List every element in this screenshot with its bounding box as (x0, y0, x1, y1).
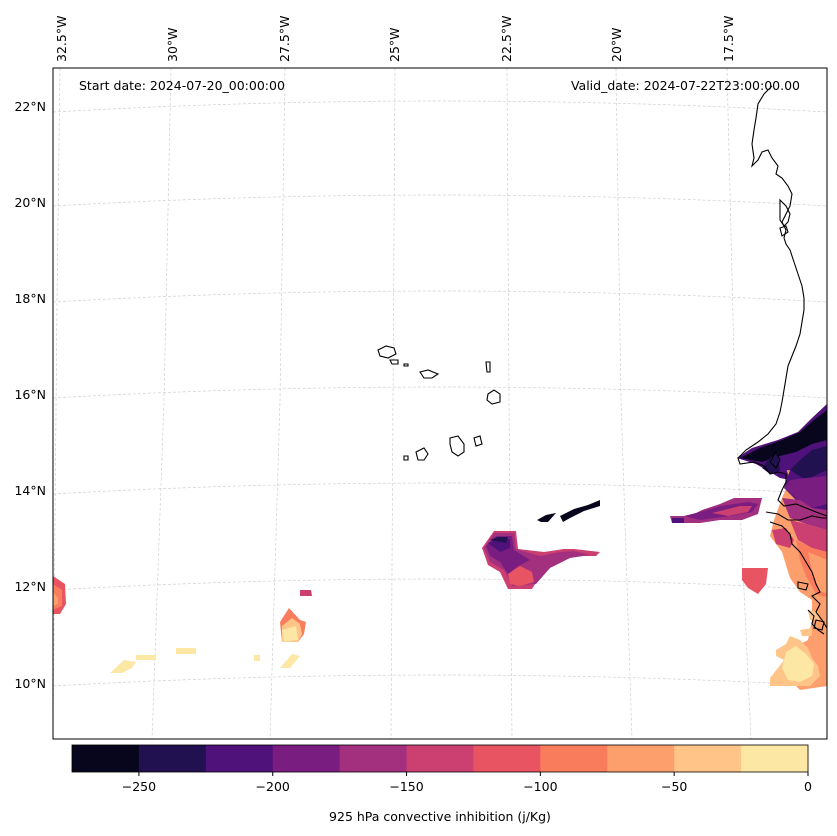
lat-label: 20°N (14, 195, 46, 210)
colorbar-ticks: −250 −200 −150 −100 −50 0 (122, 772, 812, 794)
colorbar-tick-label: −250 (122, 779, 156, 794)
colorbar-swatch (473, 745, 541, 772)
lon-label: 22.5°W (499, 16, 514, 62)
cin-field-30w (110, 648, 260, 673)
colorbar-swatches (72, 745, 809, 772)
colorbar-tick-label: −50 (661, 779, 687, 794)
lat-label: 14°N (14, 483, 46, 498)
colorbar-swatch (205, 745, 274, 772)
cin-field-senegal (737, 404, 827, 690)
colorbar-swatch (674, 745, 742, 772)
lat-label: 12°N (14, 579, 46, 594)
lon-label: 25°W (387, 27, 402, 62)
lon-label: 27.5°W (277, 16, 292, 62)
lat-label: 16°N (14, 387, 46, 402)
lon-label: 20°W (609, 27, 624, 62)
colorbar-tick-label: −200 (256, 779, 290, 794)
colorbar-swatch (339, 745, 408, 772)
lat-label: 22°N (14, 99, 46, 114)
colorbar-swatch (72, 745, 140, 772)
lon-label: 30°W (165, 27, 180, 62)
colorbar-label: 925 hPa convective inhibition (j/Kg) (329, 809, 551, 824)
map-frame (52, 67, 828, 740)
lon-label: 17.5°W (721, 16, 736, 62)
cabo-verde-islands (377, 345, 501, 461)
colorbar-tick-label: −100 (523, 779, 557, 794)
longitude-labels: 32.5°W 30°W 27.5°W 25°W 22.5°W 20°W 17.5… (54, 16, 736, 62)
graticule (53, 68, 827, 739)
colorbar: −250 −200 −150 −100 −50 0 925 hPa convective … (71, 744, 812, 824)
map-area (53, 68, 827, 739)
start-date-label: Start date: 2024-07-20_00:00:00 (79, 78, 285, 93)
colorbar-swatch (272, 745, 341, 772)
colorbar-swatch (741, 745, 809, 772)
cin-field-27w (280, 590, 312, 668)
colorbar-swatch (406, 745, 475, 772)
valid-date-label: Valid_date: 2024-07-22T23:00:00.00 (571, 78, 800, 93)
colorbar-swatch (607, 745, 675, 772)
latitude-labels: 22°N 20°N 18°N 16°N 14°N 12°N 10°N (14, 99, 46, 691)
colorbar-frame (71, 744, 809, 773)
colorbar-swatch (540, 745, 608, 772)
cin-field-18w (670, 498, 762, 523)
colorbar-swatch (138, 745, 207, 772)
colorbar-tick-label: −150 (389, 779, 423, 794)
cin-field-21w (482, 500, 600, 589)
africa-coastline (737, 85, 827, 635)
lat-label: 18°N (14, 291, 46, 306)
cin-field-west-edge (53, 576, 66, 614)
colorbar-tick-label: 0 (804, 779, 812, 794)
lon-label: 32.5°W (54, 16, 69, 62)
lat-label: 10°N (14, 676, 46, 691)
